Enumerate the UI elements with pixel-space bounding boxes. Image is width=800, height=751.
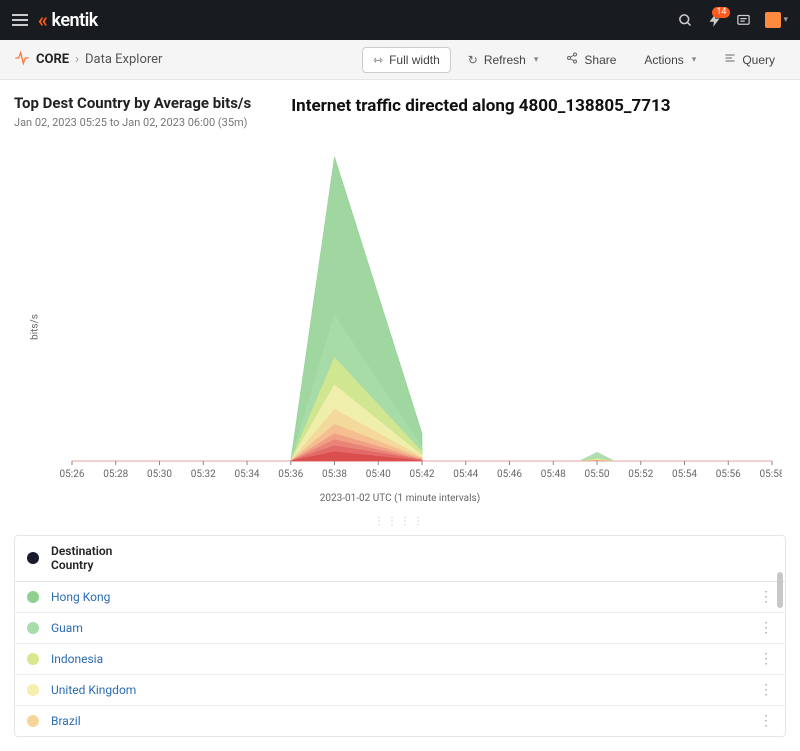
country-link[interactable]: Guam — [51, 621, 83, 635]
logo[interactable]: « kentik — [38, 8, 98, 32]
country-link[interactable]: Hong Kong — [51, 590, 110, 604]
chevron-down-icon: ▾ — [692, 54, 697, 65]
svg-text:05:56: 05:56 — [716, 469, 741, 480]
row-menu-icon[interactable]: ⋮ — [759, 713, 773, 729]
actions-button[interactable]: Actions ▾ — [633, 47, 707, 73]
x-axis-label: 2023-01-02 UTC (1 minute intervals) — [14, 493, 786, 504]
full-width-label: Full width — [389, 53, 440, 67]
row-menu-icon[interactable]: ⋮ — [759, 651, 773, 667]
table-header[interactable]: Destination Country — [15, 536, 785, 582]
chart-canvas: 05:26 05:28 05:30 05:32 05:34 05:36 05:38 05:40… — [52, 149, 782, 489]
chart-title-left: Top Dest Country by Average bits/s — [14, 94, 251, 112]
avatar — [765, 12, 781, 28]
query-label: Query — [742, 53, 775, 67]
svg-text:05:46: 05:46 — [497, 469, 522, 480]
breadcrumb: CORE › Data Explorer — [14, 50, 162, 70]
refresh-button[interactable]: ↻ Refresh ▾ — [457, 47, 550, 73]
topbar: « kentik 14 ▾ — [0, 0, 800, 40]
series-dot-icon — [27, 591, 39, 603]
share-button[interactable]: Share — [555, 46, 627, 73]
actions-label: Actions — [644, 53, 683, 67]
user-menu[interactable]: ▾ — [765, 12, 788, 28]
table-header-label: Destination Country — [51, 544, 112, 573]
svg-text:05:26: 05:26 — [60, 469, 85, 480]
series-dot-icon — [27, 653, 39, 665]
row-menu-icon[interactable]: ⋮ — [759, 589, 773, 605]
svg-text:05:52: 05:52 — [628, 469, 653, 480]
svg-text:05:32: 05:32 — [191, 469, 216, 480]
table-row[interactable]: Guam ⋮ — [15, 613, 785, 644]
svg-text:05:34: 05:34 — [235, 469, 260, 480]
svg-text:05:38: 05:38 — [322, 469, 347, 480]
svg-text:05:48: 05:48 — [541, 469, 566, 480]
refresh-label: Refresh — [484, 53, 526, 67]
country-link[interactable]: United Kingdom — [51, 683, 136, 697]
row-menu-icon[interactable]: ⋮ — [759, 682, 773, 698]
share-label: Share — [584, 53, 616, 67]
country-link[interactable]: Indonesia — [51, 652, 103, 666]
breadcrumb-core[interactable]: CORE — [36, 52, 69, 67]
scrollbar-thumb[interactable] — [777, 572, 783, 608]
messages-icon[interactable] — [736, 13, 751, 28]
search-icon[interactable] — [678, 13, 693, 28]
table-row[interactable]: Brazil ⋮ — [15, 706, 785, 736]
series-dot-icon — [27, 715, 39, 727]
y-axis-label: bits/s — [29, 314, 40, 340]
header-dot-icon — [27, 552, 39, 564]
series-dot-icon — [27, 622, 39, 634]
country-link[interactable]: Brazil — [51, 714, 81, 728]
full-width-icon: ⇿ — [373, 53, 383, 67]
logo-mark-icon: « — [38, 8, 48, 32]
chevron-down-icon: ▾ — [783, 15, 788, 25]
table-row[interactable]: Hong Kong ⋮ — [15, 582, 785, 613]
legend-table: Destination Country Hong Kong⋮Guam⋮Indon… — [14, 535, 786, 737]
svg-text:05:30: 05:30 — [147, 469, 172, 480]
pulse-icon — [14, 50, 30, 70]
query-icon — [724, 52, 736, 67]
svg-text:05:42: 05:42 — [410, 469, 435, 480]
svg-text:05:58: 05:58 — [760, 469, 782, 480]
notifications-icon[interactable]: 14 — [707, 13, 722, 28]
query-button[interactable]: Query — [713, 46, 786, 73]
menu-icon[interactable] — [12, 14, 28, 26]
svg-text:05:54: 05:54 — [672, 469, 697, 480]
brand-name: kentik — [52, 10, 98, 31]
chevron-right-icon: › — [75, 52, 79, 67]
share-icon — [566, 52, 578, 67]
chart[interactable]: bits/s 05:2605:2805:3005:3205:3405:3605:… — [14, 149, 786, 504]
table-row[interactable]: Indonesia ⋮ — [15, 644, 785, 675]
row-menu-icon[interactable]: ⋮ — [759, 620, 773, 636]
table-row[interactable]: United Kingdom ⋮ — [15, 675, 785, 706]
svg-text:05:50: 05:50 — [585, 469, 610, 480]
scrollbar[interactable] — [777, 572, 783, 734]
page-title: Internet traffic directed along 4800_138… — [291, 96, 670, 116]
svg-text:05:28: 05:28 — [103, 469, 128, 480]
resize-handle[interactable]: ⋮⋮⋮⋮ — [14, 516, 786, 527]
subbar: CORE › Data Explorer ⇿ Full width ↻ Refr… — [0, 40, 800, 80]
full-width-button[interactable]: ⇿ Full width — [362, 47, 451, 73]
svg-text:05:40: 05:40 — [366, 469, 391, 480]
series-dot-icon — [27, 684, 39, 696]
notifications-badge: 14 — [712, 7, 730, 18]
svg-text:05:36: 05:36 — [278, 469, 303, 480]
chevron-down-icon[interactable]: ▾ — [534, 54, 539, 65]
chart-subtitle: Jan 02, 2023 05:25 to Jan 02, 2023 06:00… — [14, 116, 251, 129]
refresh-icon: ↻ — [468, 53, 478, 67]
svg-text:05:44: 05:44 — [453, 469, 478, 480]
breadcrumb-page[interactable]: Data Explorer — [85, 52, 162, 67]
